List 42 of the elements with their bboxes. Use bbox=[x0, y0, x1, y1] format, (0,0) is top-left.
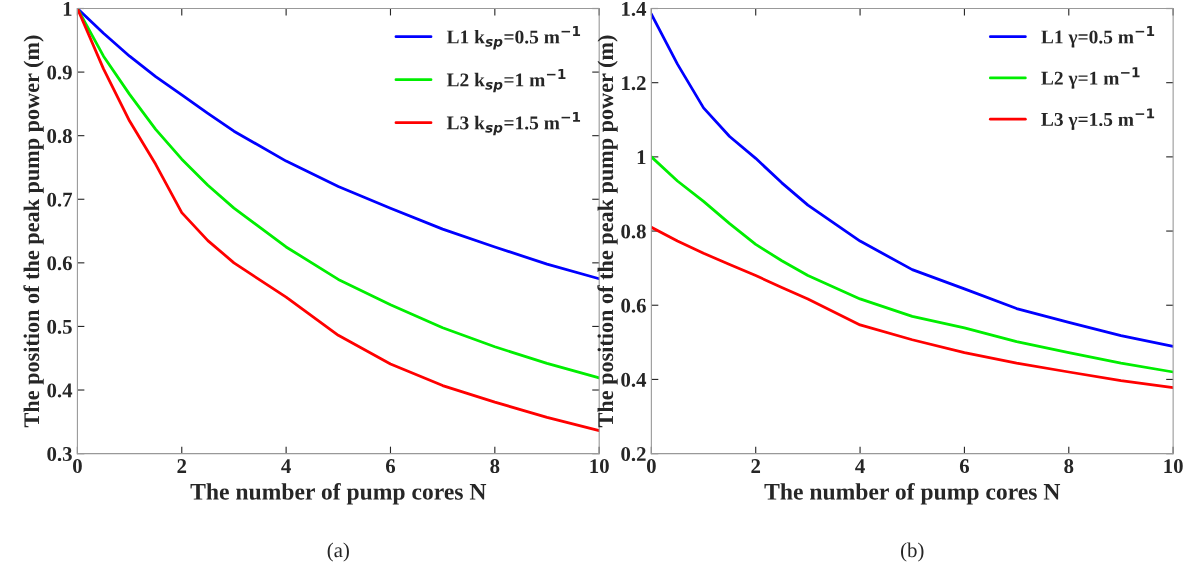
line-series bbox=[651, 225, 1174, 389]
x-tick-label: 10 bbox=[590, 459, 609, 474]
y-tick-label: 0.8 bbox=[47, 129, 72, 144]
x-tick-label: 4 bbox=[281, 459, 291, 473]
x-tick-label: 0 bbox=[73, 459, 82, 474]
y-tick-label: 1.2 bbox=[622, 76, 646, 91]
x-tick-label: 2 bbox=[751, 459, 761, 473]
legend-label: L3 k$_{sp}$=1.5 m$^{−1}$ bbox=[446, 111, 581, 136]
x-tick-label: 2 bbox=[177, 459, 187, 473]
legend-label: L1 γ=0.5 m$^{−1}$ bbox=[1041, 26, 1155, 48]
text: (a) bbox=[327, 542, 349, 562]
y-tick-label: 0.9 bbox=[47, 65, 72, 80]
y-tick-label: 0.3 bbox=[47, 446, 72, 462]
x-tick-label: 6 bbox=[959, 459, 970, 474]
legend-label: L1 k$_{sp}$=0.5 m$^{−1}$ bbox=[446, 26, 581, 50]
y-tick-label: 0.2 bbox=[621, 446, 646, 462]
text: (b) bbox=[901, 542, 924, 562]
x-tick-label: 6 bbox=[385, 459, 396, 474]
x-tick-label: 4 bbox=[855, 459, 865, 473]
y-tick-label: 0.7 bbox=[47, 192, 73, 207]
y-tick-label: 1 bbox=[63, 1, 72, 16]
y-tick-label: 1.4 bbox=[622, 1, 647, 17]
x-axis-title: The number of pump cores N bbox=[190, 482, 487, 505]
y-axis-title: The position of the peak pump power (m) bbox=[597, 35, 618, 428]
x-axis-title: The number of pump cores N bbox=[764, 482, 1061, 505]
y-tick-label: 0.6 bbox=[47, 256, 72, 271]
y-tick-label: 0.8 bbox=[621, 224, 646, 239]
legend-label: L3 γ=1.5 m$^{−1}$ bbox=[1041, 108, 1155, 130]
y-tick-label: 0.5 bbox=[47, 319, 72, 334]
legend-label: L2 k$_{sp}$=1 m$^{−1}$ bbox=[446, 68, 566, 93]
y-axis-title: The position of the peak pump power (m) bbox=[23, 35, 44, 428]
y-tick-label: 1 bbox=[637, 150, 646, 165]
y-tick-label: 0.4 bbox=[47, 383, 73, 398]
line-series bbox=[651, 155, 1174, 374]
x-tick-label: 0 bbox=[646, 459, 656, 474]
y-tick-label: 0.4 bbox=[621, 372, 647, 387]
line-series bbox=[651, 12, 1174, 348]
legend-label: L2 γ=1 m$^{−1}$ bbox=[1041, 67, 1140, 89]
y-tick-label: 0.6 bbox=[621, 298, 646, 313]
x-tick-label: 8 bbox=[1064, 459, 1074, 474]
x-tick-label: 10 bbox=[1164, 459, 1183, 474]
x-tick-label: 8 bbox=[490, 459, 500, 474]
